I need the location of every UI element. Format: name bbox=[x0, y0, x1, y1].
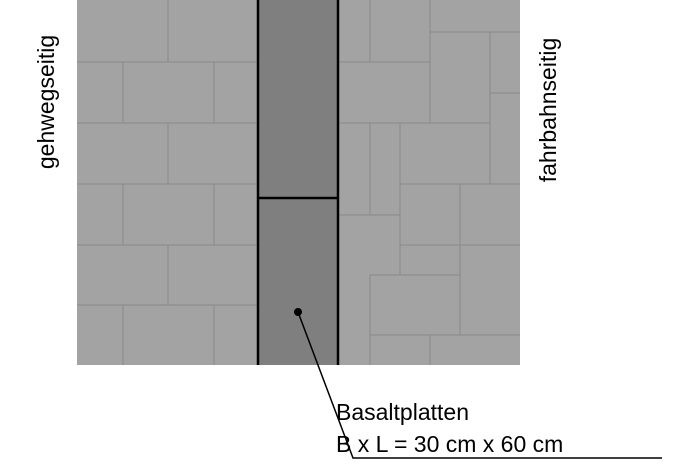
paving-left bbox=[77, 0, 258, 365]
right-label: fahrbahnseitig bbox=[535, 38, 561, 183]
callout-dimensions: B x L = 30 cm x 60 cm bbox=[336, 431, 563, 457]
callout-line bbox=[297, 311, 662, 459]
left-label: gehwegseitig bbox=[33, 35, 59, 169]
basalt-band bbox=[258, 0, 338, 365]
paving-right bbox=[338, 0, 520, 365]
callout-material: Basaltplatten bbox=[336, 399, 469, 425]
